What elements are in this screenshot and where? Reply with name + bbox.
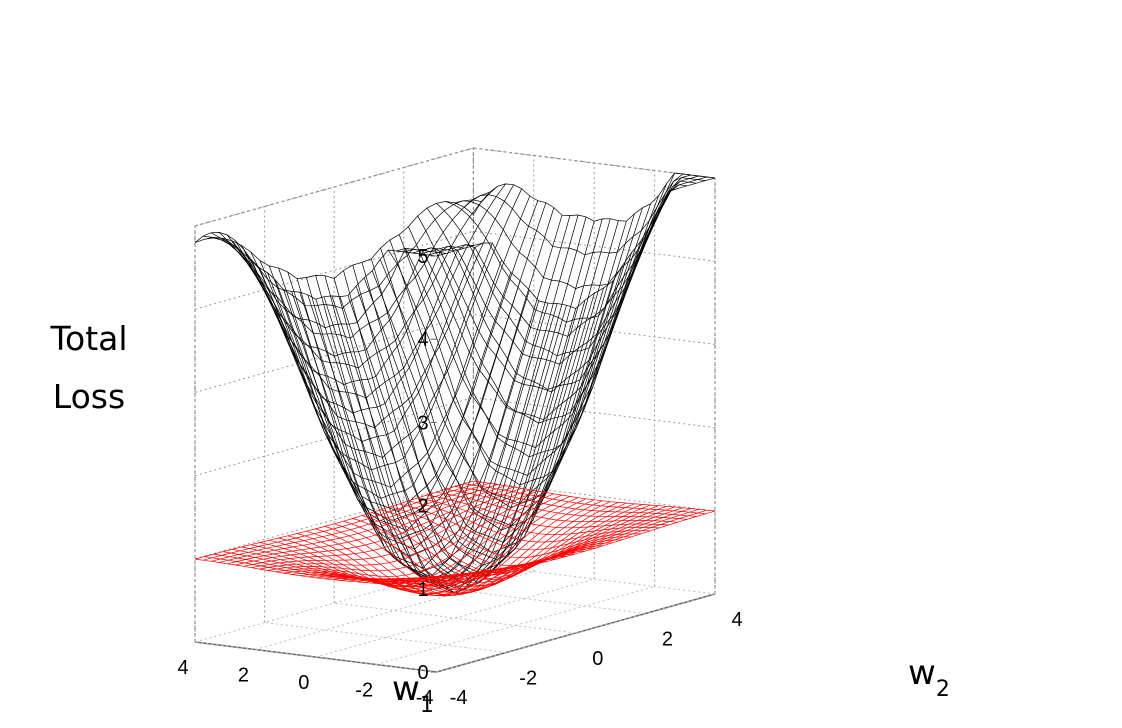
grid-line [473,397,716,429]
grid-lines [194,147,716,673]
grid-line [194,641,437,673]
black-mesh-line [463,177,706,256]
red-mesh-line [454,486,697,517]
z-tick-label: 2 [417,496,428,518]
x-tick-label: -4 [416,687,434,709]
red-mesh-line [211,482,490,562]
black-mesh-line [268,265,512,522]
red-mesh-line [203,481,482,561]
x-tick-label: 4 [177,657,188,679]
black-mesh-line [210,191,490,339]
grid-line [264,622,507,653]
z-axis-label-line: Total [50,319,128,358]
x-axis-label: w1 [392,669,434,718]
grid-line [376,586,655,665]
black-mesh-line [194,232,437,300]
x-tick-label: 2 [238,665,249,687]
z-axis-label-line: Loss [52,377,126,416]
black-mesh-line [454,180,697,289]
black-mesh-line [275,207,555,550]
grid-line [473,313,716,345]
grid-line [473,563,716,595]
grid-line [403,583,646,614]
red-mesh-line [219,484,498,563]
red-surface [194,480,716,597]
x-tick-label: -2 [355,680,373,702]
tick-labels: 0 1 2 3 4 5 4 2 0 -2 -4 -4 -2 0 2 4 [177,246,742,709]
red-mesh-line [194,480,474,560]
red-mesh-line [464,483,706,515]
grid-line [194,230,474,310]
grid-line [473,480,716,512]
black-mesh-line [398,234,642,486]
red-mesh-line [426,494,669,529]
black-mesh-line [218,186,498,369]
axes-box [194,147,716,673]
grid-line [436,593,716,673]
grid-line [194,480,474,560]
z-tick-label: 3 [417,412,428,434]
black-mesh-line [426,190,669,390]
black-mesh-line [371,203,651,527]
red-mesh-line [445,488,688,520]
black-mesh-line [194,201,474,279]
grid-line [334,602,576,634]
black-mesh-line [473,172,716,222]
z-tick-label: 5 [417,246,428,268]
y-tick-label: 4 [731,609,742,631]
grid-line [194,313,474,393]
grid-line [194,397,474,477]
grid-line [315,578,595,658]
y-axis-label: w2 [908,653,950,702]
black-mesh-line [203,199,482,309]
black-mesh-line [436,188,679,357]
red-mesh-line [436,491,678,523]
z-tick-label: 4 [417,329,428,351]
y-tick-label: 0 [592,648,603,670]
black-surface [194,172,716,594]
y-tick-label: -2 [519,668,537,690]
black-mesh-line [241,242,484,442]
z-axis-label: Total Loss [14,310,164,426]
grid-line [194,147,474,227]
y-tick-label: -4 [450,687,468,709]
y-tick-label: 2 [662,629,673,651]
red-mesh-line [388,505,667,585]
black-mesh-line [226,183,506,399]
red-mesh-line [227,485,506,565]
x-tick-label: 0 [298,672,309,694]
z-tick-label: 0 [417,662,428,684]
black-mesh-line [445,184,688,323]
red-mesh-line [473,480,716,512]
z-tick-label: 1 [417,579,428,601]
black-mesh-line [404,173,684,421]
grid-line [473,230,716,262]
